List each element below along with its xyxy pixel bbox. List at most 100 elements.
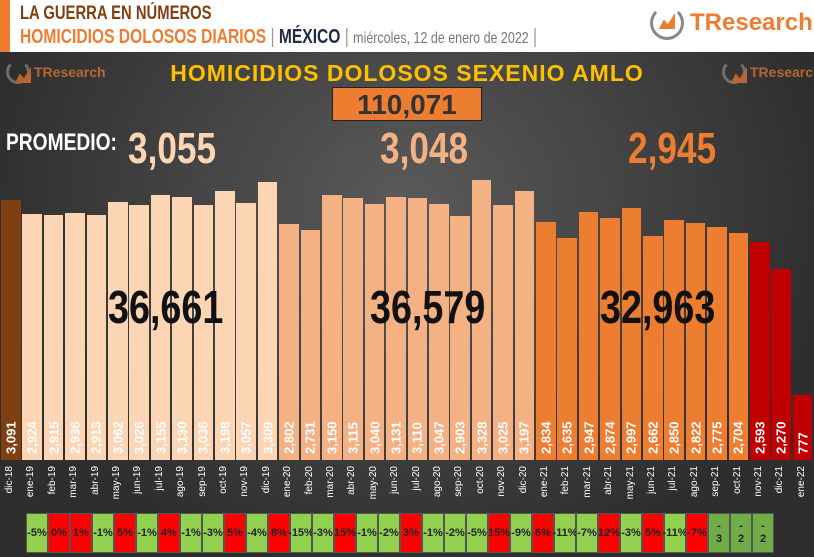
month-label: feb-20	[303, 466, 315, 495]
change-cell: -1%	[356, 513, 378, 553]
month-label: mar-20	[325, 466, 336, 498]
month-label: sep-21	[710, 466, 722, 497]
change-cell: -7%	[686, 513, 708, 553]
value-label: 3,036	[195, 421, 211, 454]
month-label: nov-21	[753, 466, 764, 497]
month-label: dic-20	[517, 466, 529, 494]
value-label: 3,197	[516, 421, 532, 454]
bar-nov-20: 3,025	[493, 205, 513, 460]
bar-dic-18: 3,091	[1, 199, 21, 460]
value-label: 2,834	[538, 421, 554, 454]
month-label: abr-21	[603, 466, 615, 495]
chart-title: HOMICIDIOS DOLOSOS SEXENIO AMLO	[170, 60, 644, 86]
month-label: jun-19	[132, 466, 144, 494]
month-label: ene-20	[282, 466, 294, 498]
bar-feb-21: 2,635	[557, 238, 577, 460]
value-label: 2,593	[752, 421, 768, 454]
bar-ene-22: 777	[792, 394, 813, 460]
bar-dic-21: 2,270	[771, 269, 791, 460]
month-label: mar-21	[581, 466, 593, 498]
header-subtitle: HOMICIDIOS DOLOSOS DIARIOS | MÉXICO | mi…	[20, 26, 538, 48]
value-label: 2,662	[645, 421, 661, 454]
month-label: abr-19	[89, 466, 101, 495]
bar-may-19: 3,062	[108, 202, 128, 460]
change-cell: 0%	[48, 513, 70, 553]
change-cell: 12%	[598, 513, 620, 553]
value-label: 2,775	[709, 421, 725, 454]
value-label: 2,802	[281, 421, 297, 454]
value-label: 3,131	[388, 421, 404, 454]
value-label: 3,130	[174, 421, 190, 454]
change-cell: 8%	[268, 513, 290, 553]
month-label: sep-20	[453, 466, 465, 497]
value-label: 2,997	[623, 421, 639, 454]
month-label: abr-20	[346, 466, 358, 495]
change-cell: 4%	[158, 513, 180, 553]
month-label: ene-19	[25, 466, 37, 498]
value-label: 2,924	[24, 421, 40, 454]
value-label: 3,309	[260, 421, 276, 454]
month-label: feb-19	[46, 466, 58, 495]
value-label: 3,025	[495, 421, 511, 454]
month-label: ene-21	[539, 466, 550, 498]
change-cell: 5%	[114, 513, 136, 553]
value-label: 3,110	[409, 422, 425, 454]
value-label: 3,040	[367, 421, 383, 454]
bar-may-20: 3,040	[364, 204, 385, 460]
month-label: ene-22	[795, 466, 807, 498]
month-label: jun-21	[646, 466, 657, 494]
change-cell: -9%	[510, 513, 532, 553]
change-cell: -11%	[662, 513, 688, 553]
value-label: 2,915	[46, 421, 62, 454]
change-cell: -11%	[552, 513, 578, 553]
value-label: 3,198	[217, 421, 233, 454]
month-label: dic-18	[4, 466, 15, 494]
bar-feb-19: 2,915	[43, 214, 64, 460]
accent-strip	[0, 0, 10, 52]
month-label: may-19	[111, 466, 122, 500]
change-cell: -3%	[202, 513, 224, 553]
month-label: sep-19	[196, 466, 208, 497]
month-label: jul-19	[153, 466, 165, 491]
value-label: 3,115	[345, 422, 361, 454]
change-cell: 15%	[488, 513, 510, 553]
bar-dic-20: 3,197	[514, 191, 535, 460]
total-2021: 32,963	[600, 281, 716, 333]
total-2020: 36,579	[370, 281, 486, 333]
change-cell: -3%	[620, 513, 642, 553]
change-cell: -1%	[180, 513, 202, 553]
month-label: dic-19	[260, 466, 272, 494]
value-label: 2,874	[602, 421, 618, 454]
change-cell: -2%	[444, 513, 466, 553]
total-count: 110,071	[332, 87, 482, 121]
bar-jul-20: 3,110	[407, 198, 428, 460]
month-label: nov-20	[496, 466, 508, 497]
month-label: mar-19	[68, 466, 80, 498]
total-2019: 36,661	[108, 281, 224, 333]
bar-mar-21: 2,947	[578, 212, 599, 460]
average-2019: 3,055	[128, 124, 217, 173]
change-cell: 1%	[70, 513, 92, 553]
bar-abr-19: 2,913	[86, 214, 107, 460]
change-cell: -2	[730, 513, 752, 553]
month-label: ago-20	[432, 466, 443, 498]
bar-sep-20: 2,903	[450, 215, 470, 460]
month-label: dic-21	[774, 466, 786, 494]
promedio-label: PROMEDIO:	[6, 129, 117, 156]
value-label: 3,062	[110, 421, 126, 454]
month-label: ago-19	[175, 466, 187, 498]
bar-ago-21: 2,822	[685, 222, 706, 460]
change-cell: -7%	[576, 513, 598, 553]
month-label: jul-20	[410, 466, 422, 491]
logo-icon	[6, 60, 30, 84]
change-cell: -5%	[26, 513, 48, 553]
month-label: may-21	[624, 466, 636, 500]
value-label: 2,270	[773, 421, 789, 454]
bar-jul-19: 3,155	[150, 194, 171, 460]
bar-may-21: 2,997	[621, 207, 642, 460]
value-label: 2,731	[302, 421, 318, 454]
bar-jun-21: 2,662	[643, 236, 663, 460]
change-cell: -2%	[378, 513, 400, 553]
month-label: oct-20	[474, 466, 486, 494]
change-cell: 5%	[224, 513, 246, 553]
